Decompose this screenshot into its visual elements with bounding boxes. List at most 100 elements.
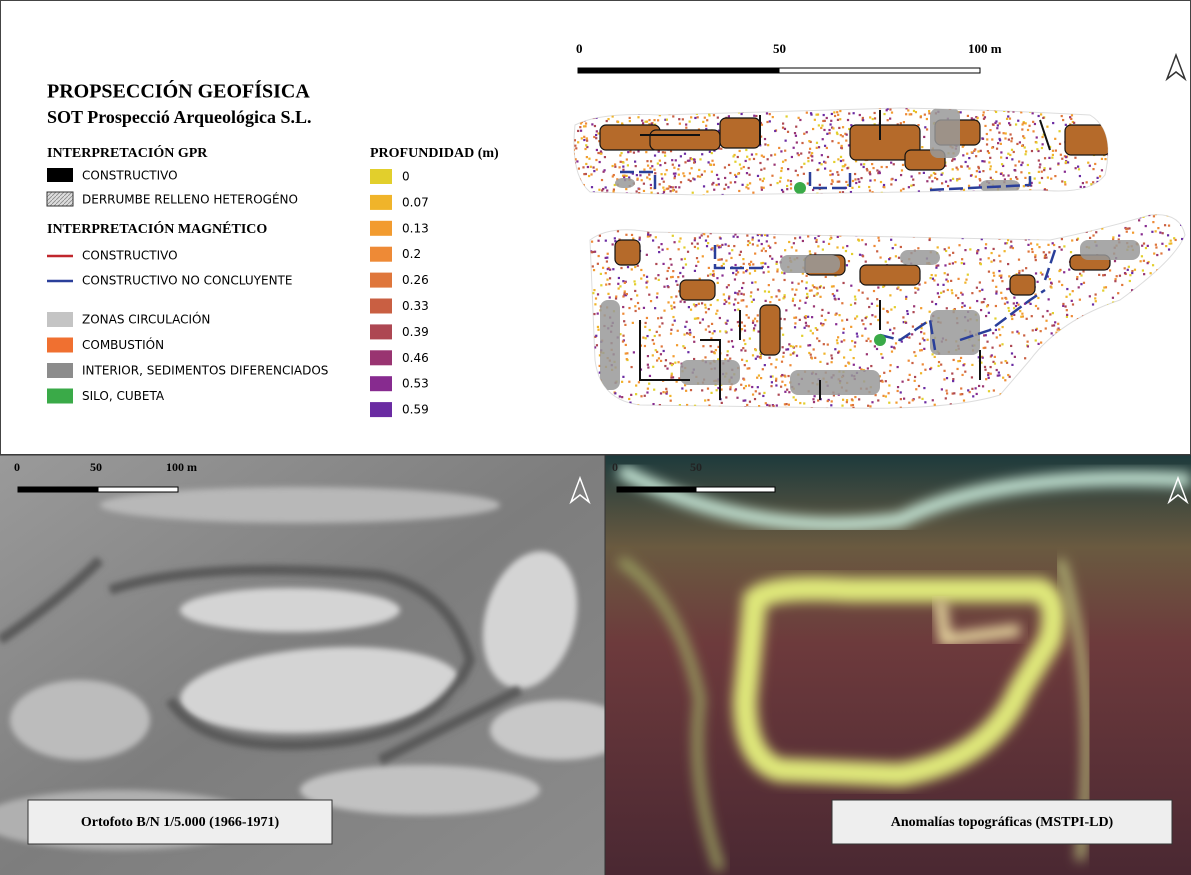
anomaly-dot (783, 272, 786, 275)
anomaly-dot (1058, 246, 1061, 249)
anomaly-dot (1117, 238, 1120, 241)
anomaly-dot (815, 293, 818, 296)
anomaly-dot (660, 173, 663, 176)
anomaly-dot (928, 310, 931, 313)
anomaly-dot (763, 137, 767, 141)
anomaly-dot (639, 174, 642, 177)
anomaly-dot (1039, 271, 1043, 274)
anomaly-dot (827, 311, 830, 314)
anomaly-dot (1001, 280, 1004, 283)
anomaly-dot (700, 302, 704, 305)
anomaly-dot (657, 278, 660, 282)
anomaly-dot (732, 303, 736, 306)
anomaly-dot (667, 266, 670, 270)
anomaly-dot (693, 269, 697, 272)
anomaly-dot (806, 292, 809, 296)
anomaly-dot (1098, 175, 1102, 178)
anomaly-dot (723, 166, 727, 169)
legend-label: 0.13 (402, 221, 429, 235)
anomaly-dot (841, 302, 844, 305)
anomaly-dot (719, 330, 722, 333)
anomaly-dot (943, 378, 946, 381)
anomaly-dot (1078, 272, 1082, 275)
anomaly-dot (740, 299, 743, 302)
anomaly-dot (991, 346, 994, 349)
anomaly-dot (1007, 287, 1010, 290)
anomaly-dot (966, 165, 969, 168)
anomaly-dot (1028, 171, 1031, 175)
anomaly-dot (754, 281, 757, 284)
anomaly-dot (769, 246, 772, 249)
anomaly-dot (666, 269, 669, 273)
anomaly-dot (961, 293, 964, 296)
anomaly-dot (819, 322, 823, 325)
anomaly-dot (637, 381, 640, 384)
anomaly-dot (1050, 177, 1053, 180)
anomaly-dot (687, 178, 690, 181)
anomaly-dot (756, 244, 759, 247)
anomaly-dot (817, 245, 820, 248)
anomaly-dot (1022, 185, 1025, 188)
anomaly-dot (784, 159, 787, 162)
interior-zone (680, 360, 740, 385)
anomaly-dot (645, 281, 648, 284)
anomaly-dot (808, 147, 812, 150)
anomaly-dot (781, 380, 784, 383)
anomaly-dot (1092, 168, 1095, 171)
anomaly-dot (836, 132, 839, 136)
anomaly-dot (1014, 123, 1018, 126)
anomaly-dot (669, 332, 673, 335)
legend-label: ZONAS CIRCULACIÓN (82, 312, 210, 327)
anomaly-dot (1064, 161, 1068, 164)
anomaly-dot (616, 120, 620, 124)
anomaly-dot (619, 154, 622, 157)
anomaly-dot (724, 358, 727, 361)
anomaly-dot (1003, 178, 1007, 181)
anomaly-dot (625, 233, 628, 236)
anomaly-dot (634, 305, 637, 308)
anomaly-dot (634, 160, 637, 163)
anomaly-dot (678, 290, 681, 293)
anomaly-dot (791, 299, 794, 302)
anomaly-dot (1163, 224, 1167, 227)
anomaly-dot (753, 269, 757, 272)
anomaly-dot (1114, 280, 1117, 283)
caption-box (831, 799, 1173, 845)
anomaly-dot (861, 334, 864, 337)
anomaly-dot (816, 113, 820, 116)
anomaly-dot (762, 394, 765, 398)
anomaly-dot (873, 123, 876, 126)
anomaly-dot (893, 327, 896, 330)
anomaly-dot (854, 298, 857, 301)
anomaly-dot (1123, 271, 1127, 275)
anomaly-dot (933, 403, 936, 406)
anomaly-dot (873, 179, 876, 182)
anomaly-dot (1149, 272, 1152, 275)
anomaly-dot (776, 268, 779, 271)
anomaly-dot (670, 263, 673, 266)
anomaly-dot (1016, 177, 1019, 181)
anomaly-dot (1040, 170, 1043, 173)
anomaly-dot (720, 258, 723, 261)
anomaly-dot (593, 135, 596, 139)
anomaly-dot (768, 356, 771, 359)
anomaly-dot (740, 112, 743, 116)
swatch (370, 350, 392, 366)
dot-layer (574, 108, 1108, 195)
anomaly-dot (650, 122, 653, 125)
anomaly-dot (651, 165, 654, 168)
anomaly-dot (957, 296, 960, 300)
anomaly-dot (1002, 164, 1005, 168)
anomaly-dot (626, 164, 630, 167)
anomaly-dot (598, 234, 601, 237)
anomaly-dot (1013, 313, 1016, 316)
anomaly-dot (1063, 245, 1066, 248)
anomaly-dot (964, 249, 967, 252)
anomaly-dot (962, 154, 965, 157)
anomaly-dot (983, 116, 987, 119)
anomaly-dot (715, 173, 719, 177)
anomaly-dot (1044, 327, 1047, 330)
anomaly-dot (648, 173, 651, 176)
anomaly-dot (1034, 328, 1038, 332)
anomaly-dot (789, 180, 793, 183)
